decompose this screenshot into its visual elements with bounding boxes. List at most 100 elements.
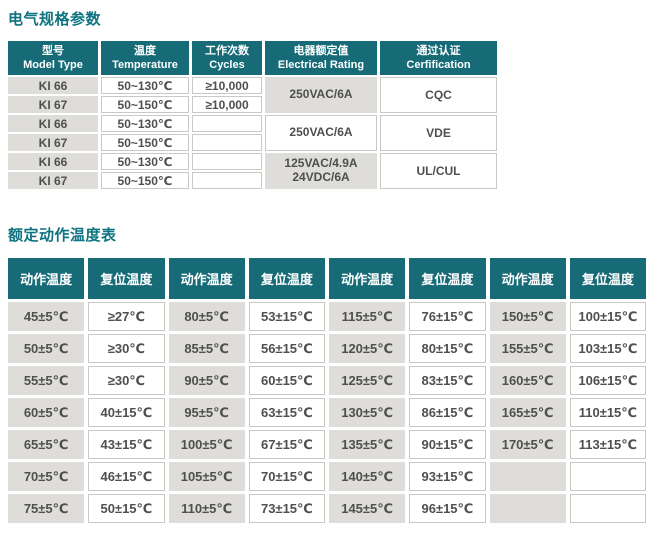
temperature-row: 60±5℃ 40±15℃ 95±5℃ 63±15℃ 130±5℃ 86±15℃ 165±5℃… xyxy=(8,398,646,427)
model-cell: KI 66 xyxy=(8,77,98,94)
action-temperature-cell: 50±5℃ xyxy=(8,334,85,363)
action-temperature-cell: 160±5℃ xyxy=(489,366,566,395)
action-temperature-cell: 95±5℃ xyxy=(168,398,245,427)
model-cell: KI 67 xyxy=(8,96,98,113)
reset-temperature-cell: 43±15℃ xyxy=(88,430,165,459)
action-temperature-cell: 155±5℃ xyxy=(489,334,566,363)
reset-temperature-cell: 76±15℃ xyxy=(409,302,486,331)
header-certification-zh: 通过认证 xyxy=(416,44,461,57)
reset-temperature-cell: 60±15℃ xyxy=(248,366,325,395)
cycles-cell: ≥10,000 xyxy=(192,77,262,94)
temperature-header-row: 动作温度 复位温度 动作温度 复位温度 动作温度 复位温度 动作温度 复位温度 xyxy=(8,258,646,299)
action-temperature-cell: 65±5℃ xyxy=(8,430,85,459)
reset-temperature-cell: 46±15℃ xyxy=(88,462,165,491)
reset-temperature-cell: 96±15℃ xyxy=(409,494,486,523)
reset-temperature-cell: 70±15℃ xyxy=(248,462,325,491)
temperature-cell: 50~150℃ xyxy=(101,172,189,189)
reset-temperature-cell: 90±15℃ xyxy=(409,430,486,459)
certification-cell: VDE xyxy=(380,115,497,151)
action-temperature-cell: 105±5℃ xyxy=(168,462,245,491)
header-electrical-rating-en: Electrical Rating xyxy=(277,59,365,71)
temperature-cell: 50~150℃ xyxy=(101,134,189,151)
header-action-temperature: 动作温度 xyxy=(8,258,85,299)
spec-row: KI 67 50~150℃ xyxy=(8,172,497,189)
action-temperature-cell: 75±5℃ xyxy=(8,494,85,523)
action-temperature-cell: 170±5℃ xyxy=(489,430,566,459)
action-temperature-cell: 125±5℃ xyxy=(329,366,406,395)
header-temperature-zh: 温度 xyxy=(134,44,156,57)
header-action-temperature: 动作温度 xyxy=(329,258,406,299)
header-model-type-en: Model Type xyxy=(23,59,83,71)
action-temperature-cell: 80±5℃ xyxy=(168,302,245,331)
reset-temperature-cell: 110±15℃ xyxy=(569,398,646,427)
action-temperature-cell: 70±5℃ xyxy=(8,462,85,491)
electrical-rating-cell: 250VAC/6A xyxy=(265,115,377,151)
electrical-rating-cell: 125VAC/4.9A 24VDC/6A xyxy=(265,153,377,189)
header-electrical-rating: 电器额定值 Electrical Rating xyxy=(265,41,377,75)
action-temperature-cell: 135±5℃ xyxy=(329,430,406,459)
cycles-cell: ≥10,000 xyxy=(192,96,262,113)
action-temperature-cell: 90±5℃ xyxy=(168,366,245,395)
spec-row: KI 67 50~150℃ xyxy=(8,134,497,151)
temperature-cell: 50~130℃ xyxy=(101,77,189,94)
action-temperature-cell: 115±5℃ xyxy=(329,302,406,331)
spec-row: KI 66 50~130℃ 250VAC/6A VDE xyxy=(8,115,497,151)
header-cycles-zh: 工作次数 xyxy=(205,44,249,57)
reset-temperature-cell: 40±15℃ xyxy=(88,398,165,427)
action-temperature-cell: 150±5℃ xyxy=(489,302,566,331)
rated-temperature-title: 额定动作温度表 xyxy=(8,227,117,244)
action-temperature-cell: 85±5℃ xyxy=(168,334,245,363)
temperature-cell: 50~130℃ xyxy=(101,115,189,132)
header-action-temperature: 动作温度 xyxy=(489,258,566,299)
action-temperature-cell xyxy=(489,462,566,491)
temperature-row: 70±5℃ 46±15℃ 105±5℃ 70±15℃ 140±5℃ 93±15℃ xyxy=(8,462,646,491)
page: 电气规格参数 型号 Model Type 温度 Temperature 工作次数… xyxy=(4,11,650,526)
action-temperature-cell: 145±5℃ xyxy=(329,494,406,523)
header-cycles-en: Cycles xyxy=(209,59,245,71)
reset-temperature-cell: 113±15℃ xyxy=(569,430,646,459)
cycles-cell xyxy=(192,134,262,151)
temperature-row: 75±5℃ 50±15℃ 110±5℃ 73±15℃ 145±5℃ 96±15℃ xyxy=(8,494,646,523)
reset-temperature-cell: 103±15℃ xyxy=(569,334,646,363)
model-cell: KI 67 xyxy=(8,134,98,151)
reset-temperature-cell: 50±15℃ xyxy=(88,494,165,523)
reset-temperature-cell xyxy=(569,462,646,491)
header-certification: 通过认证 Cerfification xyxy=(380,41,497,75)
temperature-row: 50±5℃ ≥30℃ 85±5℃ 56±15℃ 120±5℃ 80±15℃ 155±5℃ 10… xyxy=(8,334,646,363)
action-temperature-cell: 100±5℃ xyxy=(168,430,245,459)
temperature-row: 65±5℃ 43±15℃ 100±5℃ 67±15℃ 135±5℃ 90±15℃ 170±5… xyxy=(8,430,646,459)
action-temperature-cell: 130±5℃ xyxy=(329,398,406,427)
reset-temperature-cell: 63±15℃ xyxy=(248,398,325,427)
header-temperature: 温度 Temperature xyxy=(101,41,189,75)
electrical-spec-table: 型号 Model Type 温度 Temperature 工作次数 Cycles… xyxy=(5,39,500,191)
header-model-type-zh: 型号 xyxy=(42,44,64,57)
header-reset-temperature: 复位温度 xyxy=(409,258,486,299)
cycles-cell xyxy=(192,172,262,189)
cycles-cell xyxy=(192,115,262,132)
reset-temperature-cell: 100±15℃ xyxy=(569,302,646,331)
spec-row: KI 66 50~130℃ ≥10,000 250VAC/6A CQC xyxy=(8,77,497,113)
header-model-type: 型号 Model Type xyxy=(8,41,98,75)
reset-temperature-cell: 106±15℃ xyxy=(569,366,646,395)
certification-cell: CQC xyxy=(380,77,497,113)
action-temperature-cell: 165±5℃ xyxy=(489,398,566,427)
header-electrical-rating-zh: 电器额定值 xyxy=(293,44,349,57)
rated-temperature-table: 动作温度 复位温度 动作温度 复位温度 动作温度 复位温度 动作温度 复位温度 45±5℃ ≥2… xyxy=(4,255,650,526)
certification-cell: UL/CUL xyxy=(380,153,497,189)
action-temperature-cell: 45±5℃ xyxy=(8,302,85,331)
reset-temperature-cell: 53±15℃ xyxy=(248,302,325,331)
reset-temperature-cell: 80±15℃ xyxy=(409,334,486,363)
action-temperature-cell: 140±5℃ xyxy=(329,462,406,491)
action-temperature-cell: 120±5℃ xyxy=(329,334,406,363)
model-cell: KI 66 xyxy=(8,115,98,132)
header-reset-temperature: 复位温度 xyxy=(248,258,325,299)
reset-temperature-cell: 73±15℃ xyxy=(248,494,325,523)
reset-temperature-cell: 67±15℃ xyxy=(248,430,325,459)
header-temperature-en: Temperature xyxy=(112,59,178,71)
temperature-row: 55±5℃ ≥30℃ 90±5℃ 60±15℃ 125±5℃ 83±15℃ 160±5℃ 10… xyxy=(8,366,646,395)
reset-temperature-cell: 86±15℃ xyxy=(409,398,486,427)
reset-temperature-cell: ≥27℃ xyxy=(88,302,165,331)
header-certification-en: Cerfification xyxy=(406,59,471,71)
temperature-cell: 50~130℃ xyxy=(101,153,189,170)
reset-temperature-cell: ≥30℃ xyxy=(88,366,165,395)
